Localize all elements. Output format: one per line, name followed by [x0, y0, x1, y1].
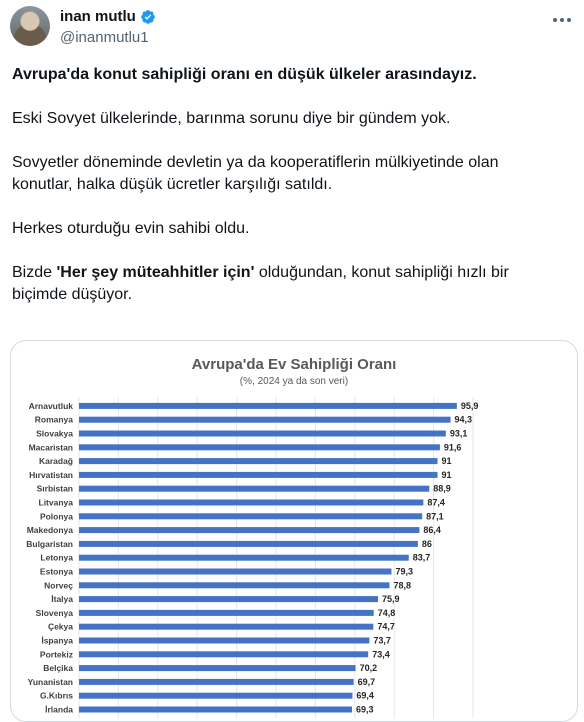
value-label: 74,8 [378, 608, 396, 618]
chart-subtitle: (%, 2024 ya da son veri) [240, 376, 348, 387]
tweet-line: konutlar, halka düşük ücretler karşılığı… [12, 176, 333, 193]
bar [79, 692, 353, 699]
more-options-icon[interactable] [550, 10, 574, 30]
tweet-segment: olduğundan, konut sahipliği hızlı bir [254, 264, 509, 281]
bar [79, 637, 370, 644]
value-label: 73,7 [373, 636, 391, 646]
category-label: Makedonya [27, 525, 74, 535]
author-name-row: inan mutlu [60, 8, 156, 25]
value-label: 69,3 [356, 705, 374, 715]
tweet-line: Avrupa'da konut sahipliği oranı en düşük… [12, 66, 477, 83]
bar [79, 706, 353, 713]
tweet-line: Herkes oturduğu evin sahibi oldu. [12, 220, 250, 237]
value-label: 91 [442, 470, 452, 480]
bar [79, 540, 418, 547]
value-label: 79,3 [395, 567, 413, 577]
author-handle[interactable]: @inanmutlu1 [60, 29, 149, 46]
homeownership-bar-chart: Avrupa'da Ev Sahipliği Oranı (%, 2024 ya … [26, 356, 479, 719]
value-label: 94,3 [455, 415, 473, 425]
bar [79, 416, 451, 423]
category-label: İrlanda [45, 705, 73, 715]
bar [79, 623, 374, 630]
value-label: 95,9 [461, 401, 479, 411]
bar [79, 609, 374, 616]
tweet-line: Eski Sovyet ülkelerinde, barınma sorunu … [12, 110, 451, 127]
value-label: 86,4 [423, 525, 441, 535]
value-label: 70,2 [360, 663, 378, 673]
bar [79, 499, 424, 506]
value-label: 88,9 [433, 484, 451, 494]
value-label: 86 [422, 539, 432, 549]
tweet-line: Bizde 'Her şey müteahhitler için' olduğu… [12, 262, 572, 284]
category-label: Karadağ [39, 456, 73, 466]
bar [79, 582, 390, 589]
tweet-segment: Bizde [12, 264, 57, 281]
category-label: Çekya [48, 622, 73, 632]
value-label: 78,8 [393, 580, 411, 590]
bar [79, 513, 423, 520]
category-label: Arnavutluk [29, 401, 74, 411]
bar [79, 651, 369, 658]
category-label: Letonya [40, 553, 73, 563]
bar [79, 678, 354, 685]
category-label: İspanya [41, 636, 73, 646]
category-label: Macaristan [29, 442, 73, 452]
tweet-bold-segment: 'Her şey müteahhitler için' [56, 264, 255, 281]
category-label: Slovenya [36, 608, 74, 618]
tweet-line: Sovyetler döneminde devletin ya da koope… [12, 154, 499, 171]
category-label: Yunanistan [28, 677, 73, 687]
bar [79, 527, 420, 534]
chart-title: Avrupa'da Ev Sahipliği Oranı [192, 356, 397, 373]
category-label: Belçika [43, 663, 73, 673]
bar [79, 430, 446, 437]
tweet-text: Avrupa'da konut sahipliği oranı en düşük… [12, 64, 572, 306]
bar [79, 596, 379, 603]
bar [79, 471, 438, 478]
chart-image[interactable]: Avrupa'da Ev Sahipliği Oranı (%, 2024 ya … [10, 340, 578, 722]
value-label: 87,1 [426, 511, 444, 521]
bar [79, 554, 409, 561]
avatar[interactable] [10, 6, 50, 46]
category-label: Bulgaristan [26, 539, 73, 549]
value-label: 91 [442, 456, 452, 466]
tweet-header: inan mutlu @inanmutlu1 [10, 6, 574, 50]
category-label: Portekiz [40, 649, 73, 659]
value-label: 83,7 [413, 553, 431, 563]
category-label: Polonya [40, 511, 73, 521]
bar [79, 485, 430, 492]
verified-badge-icon [140, 9, 155, 24]
category-label: Norveç [44, 580, 73, 590]
bar [79, 568, 392, 575]
value-label: 93,1 [450, 429, 468, 439]
author-name[interactable]: inan mutlu [60, 8, 136, 25]
category-label: İtalya [51, 594, 73, 604]
category-label: G.Kıbrıs [40, 691, 73, 701]
bar [79, 665, 356, 672]
category-label: Estonya [40, 567, 73, 577]
category-label: Sırbistan [37, 484, 73, 494]
value-label: 75,9 [382, 594, 400, 604]
bar [79, 402, 457, 409]
value-label: 91,6 [444, 442, 462, 452]
value-label: 73,4 [372, 649, 390, 659]
bar [79, 458, 438, 465]
category-label: Litvanya [39, 498, 74, 508]
category-label: Romanya [35, 415, 74, 425]
value-label: 69,7 [358, 677, 376, 687]
value-label: 87,4 [427, 498, 445, 508]
category-label: Hırvatistan [29, 470, 73, 480]
value-label: 69,4 [356, 691, 374, 701]
category-label: Slovakya [36, 429, 73, 439]
bar [79, 444, 440, 451]
tweet-line: biçimde düşüyor. [12, 286, 133, 303]
value-label: 74,7 [377, 622, 395, 632]
